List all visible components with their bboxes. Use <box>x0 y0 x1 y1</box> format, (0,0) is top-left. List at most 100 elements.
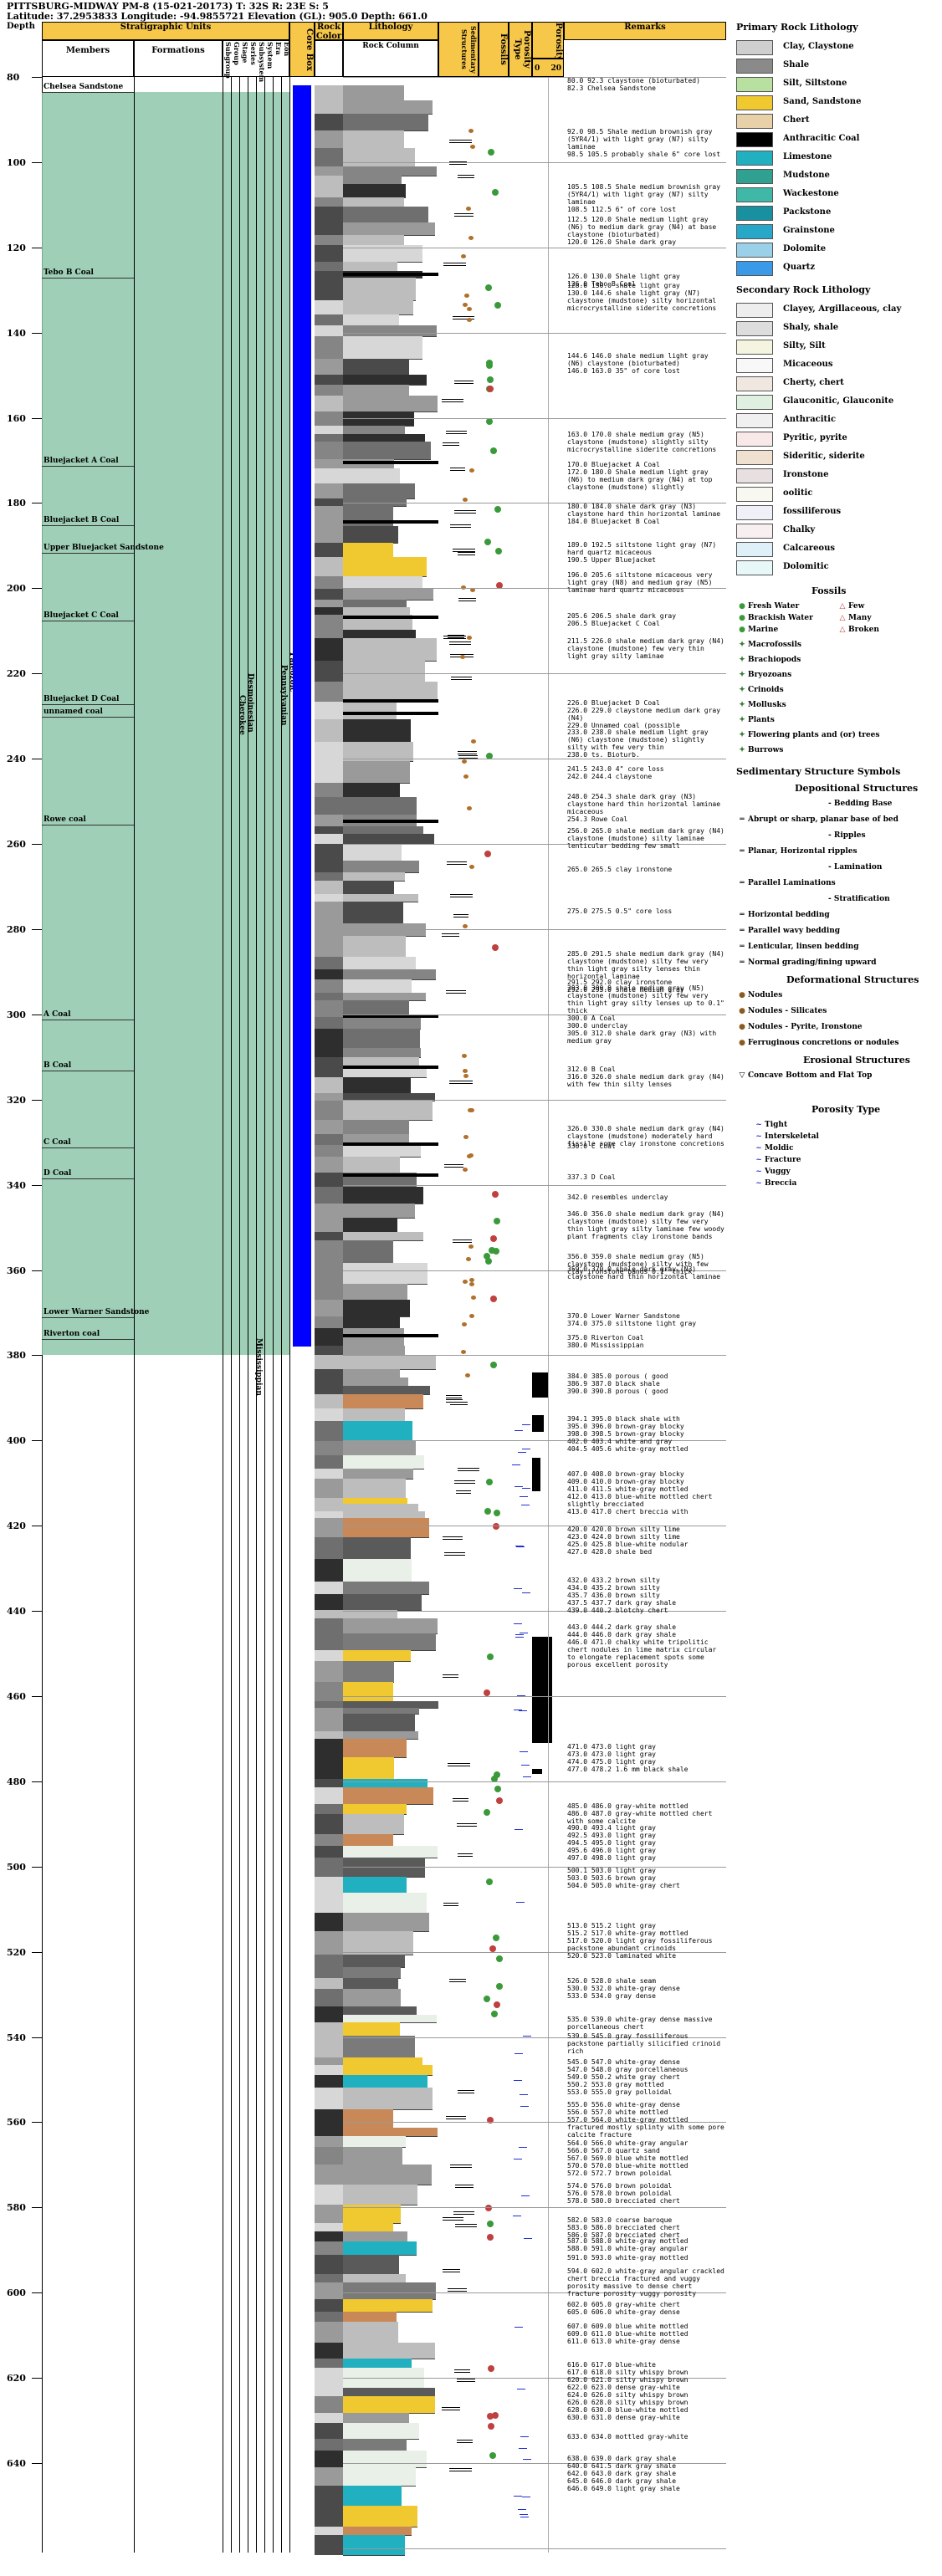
rock-color-band <box>315 1633 343 1651</box>
group-header-label: Subgroup <box>224 42 233 79</box>
depth-tick-label: 160 <box>7 412 26 424</box>
grid-line <box>438 673 479 675</box>
grid-line <box>532 2122 564 2124</box>
rock-color-band <box>315 999 343 1017</box>
remarks-header: Remarks <box>564 22 726 40</box>
depth-tick-line <box>32 2207 42 2209</box>
porosity-type-symbol <box>519 1493 528 1497</box>
porosity-type-symbol <box>523 2032 532 2037</box>
sed-structure-symbol <box>443 1903 459 1907</box>
lithology-band <box>343 2241 417 2257</box>
grid-line <box>564 1951 726 1953</box>
lithology-band <box>343 2342 435 2359</box>
sed-structure-symbol <box>453 914 469 918</box>
rock-color-band <box>315 901 343 923</box>
rock-color-band <box>315 1316 343 1328</box>
legend-label: Sand, Sandstone <box>783 97 862 106</box>
legend-swatch <box>736 487 773 502</box>
fossil-text: Macrofossils <box>748 641 801 649</box>
lithology-band <box>343 441 431 460</box>
depth-tick-line <box>32 161 42 163</box>
fossil-env-icon: ● <box>739 602 745 611</box>
porosity-type-icon: ~ <box>755 1144 762 1153</box>
coal-seam <box>343 1173 438 1177</box>
rock-color-band <box>315 434 343 442</box>
grid-line <box>532 161 564 163</box>
deform-text: Nodules - Silicates <box>748 1007 827 1015</box>
well-title: PITTSBURG-MIDWAY PM-8 (15-021-20173) T: … <box>7 1 329 12</box>
fossil-env-label: ● Brackish Water <box>736 614 813 627</box>
lithology-band <box>343 2299 433 2313</box>
sed-structure-symbol <box>457 174 475 178</box>
depth-tick-line <box>32 332 42 334</box>
grid-line <box>479 77 509 78</box>
grid-line <box>479 588 509 590</box>
grid-line <box>479 332 509 334</box>
lithology-band <box>343 2322 399 2343</box>
depositional-legend-item: ═ Parallel wavy bedding <box>736 927 840 940</box>
rock-color-band <box>315 1468 343 1479</box>
lithology-band <box>343 505 394 527</box>
member-label: A Coal <box>44 1009 71 1019</box>
sed-text: Horizontal bedding <box>748 911 830 919</box>
nodule-symbol <box>460 654 466 659</box>
well-location: Latitude: 37.2953833 Longitude: -94.9855… <box>7 11 427 22</box>
porosity-type-symbol <box>522 1589 531 1593</box>
porosity-column <box>532 77 564 2553</box>
sed-structure-symbol <box>442 933 459 937</box>
nodule-icon: ● <box>739 1039 745 1047</box>
fossil-symbol <box>492 1935 499 1942</box>
depth-tick-label: 460 <box>7 1690 26 1702</box>
rock-color-band <box>315 100 343 115</box>
rock-color-band <box>315 1056 343 1070</box>
group-header-label: Series <box>249 42 258 65</box>
porosity-type-icon: ~ <box>755 1156 762 1164</box>
fossil-legend-item: ✦ Burrows <box>736 746 783 759</box>
legend-row: Dolomite <box>736 241 937 259</box>
nodule-symbol <box>463 1069 468 1074</box>
fossil-symbol <box>492 1190 499 1198</box>
fossil-symbol <box>484 1689 491 1697</box>
rock-color-band <box>315 384 343 396</box>
legend-swatch <box>736 376 773 391</box>
legend-row: Sideritic, siderite <box>736 448 937 467</box>
porosity-type-symbol <box>514 1427 523 1432</box>
legend-swatch <box>736 395 773 410</box>
legend-label: Sideritic, siderite <box>783 452 865 461</box>
remark-entry: 587.0 588.0 white-gray mottled 588.0 591… <box>567 2236 689 2252</box>
rock-color-band <box>315 300 343 314</box>
sed-structure-symbol <box>450 893 474 897</box>
rock-color-band <box>315 1440 343 1455</box>
remark-entry: 211.5 226.0 shale medium dark gray (N4) … <box>567 636 729 660</box>
rock-color-band <box>315 860 343 873</box>
member-boundary <box>42 465 134 467</box>
remark-entry: 233.0 238.0 shale medium light gray (N6)… <box>567 728 709 759</box>
lithology-band <box>343 969 437 981</box>
lithology-band <box>343 638 438 662</box>
sed-structure-symbol <box>458 598 477 602</box>
rock-color-band <box>315 130 343 149</box>
grid-line <box>343 1695 438 1697</box>
fossil-symbol <box>494 547 502 555</box>
fossil-symbol <box>486 2233 494 2241</box>
lithology-band <box>343 1966 402 1979</box>
porosity-type-icon: ~ <box>755 1121 762 1129</box>
legend-label: Packstone <box>783 207 832 217</box>
log-header: PITTSBURG-MIDWAY PM-8 (15-021-20173) T: … <box>7 2 726 22</box>
legend-label: Anthracitic Coal <box>783 134 860 143</box>
rock-color-band <box>315 468 343 484</box>
depth-tick-label: 400 <box>7 1435 26 1447</box>
sed-structure-symbol <box>449 1081 473 1085</box>
legend-label: oolitic <box>783 488 813 498</box>
rock-color-band <box>315 936 343 958</box>
sed-structure-symbol <box>457 1467 480 1471</box>
strat-divider <box>239 77 240 2553</box>
porosity-type-symbol <box>516 2385 525 2390</box>
member-boundary <box>42 703 134 705</box>
legend-swatch <box>736 243 773 258</box>
depositional-legend-item: ═ Parallel Laminations <box>736 879 835 892</box>
lithology-band <box>343 1300 410 1318</box>
lithology-band <box>343 1077 411 1094</box>
depth-tick-line <box>32 1951 42 1953</box>
sed-icon: ═ <box>740 958 745 967</box>
